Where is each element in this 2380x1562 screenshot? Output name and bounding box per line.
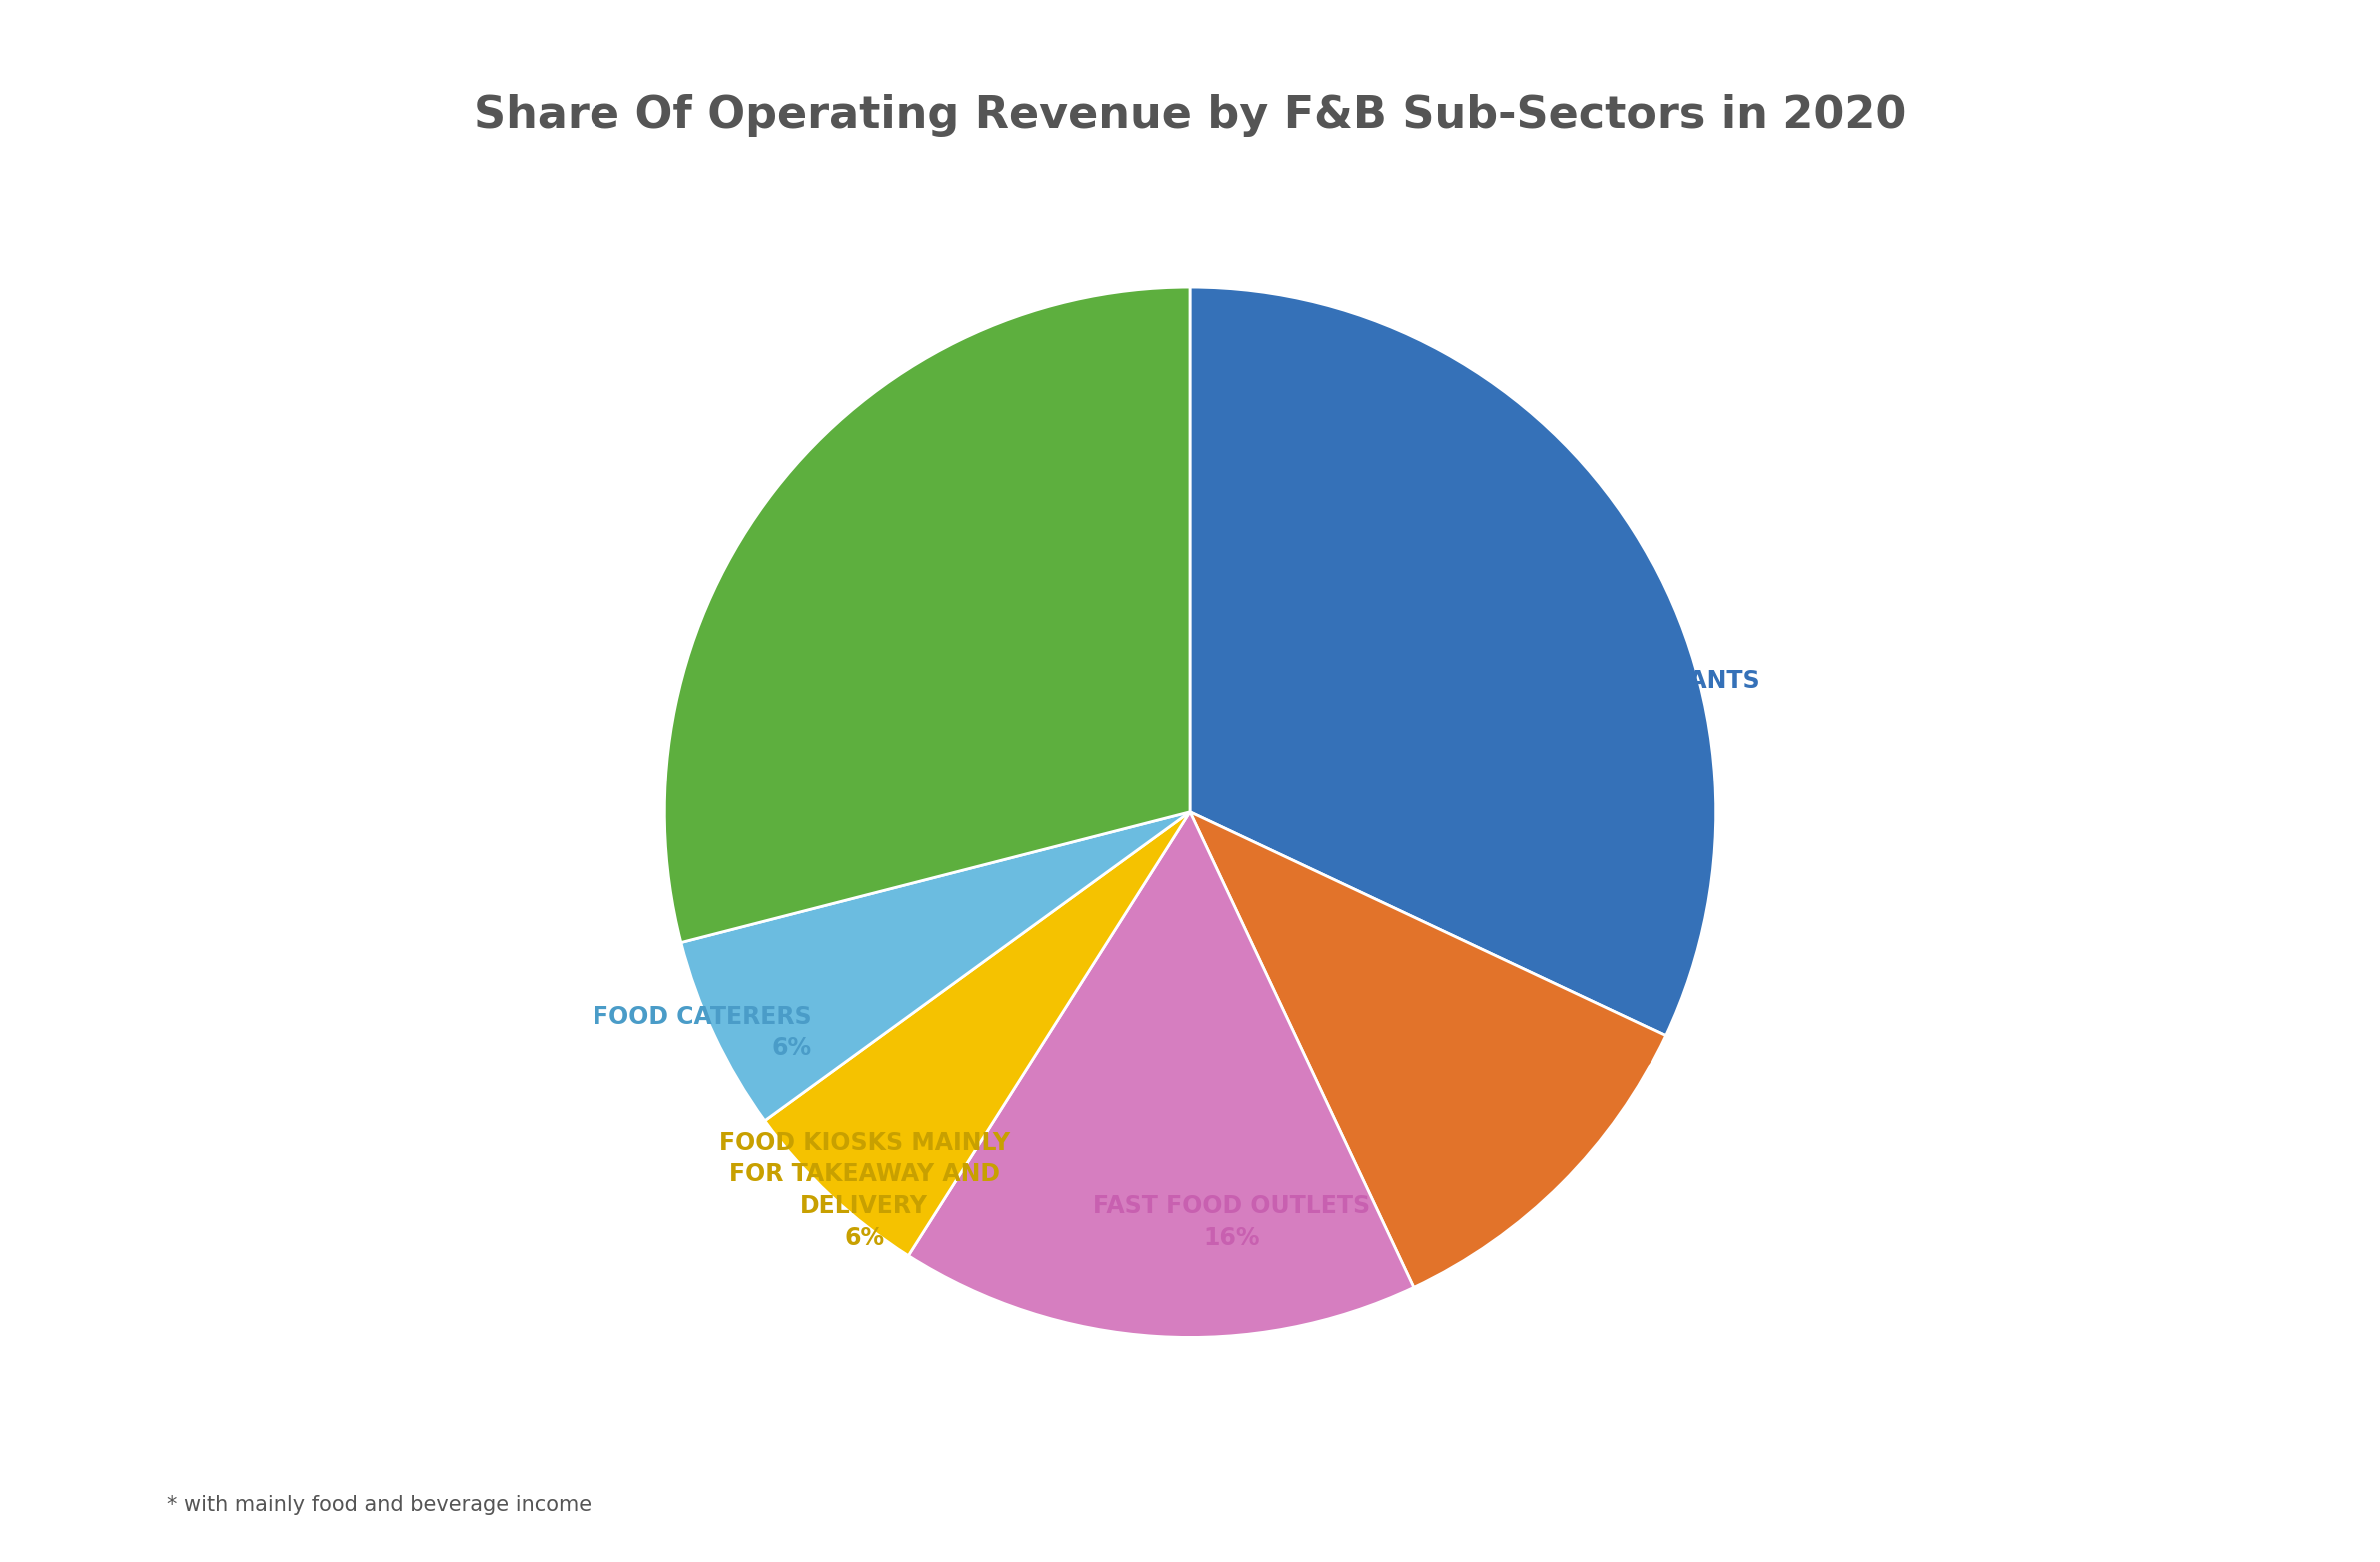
Text: Share Of Operating Revenue by F&B Sub-Sectors in 2020: Share Of Operating Revenue by F&B Sub-Se… [474,94,1906,137]
Wedge shape [1190,287,1716,1036]
Wedge shape [764,812,1190,1256]
Text: (FOOD COURTS,
COFFEE SHOPS,
CANTEENS)* AND
PUBS
29%: (FOOD COURTS, COFFEE SHOPS, CANTEENS)* A… [750,580,978,729]
Wedge shape [681,812,1190,1122]
Text: FAST FOOD OUTLETS
16%: FAST FOOD OUTLETS 16% [1092,1195,1371,1250]
Text: * with mainly food and beverage income: * with mainly food and beverage income [167,1495,590,1515]
Text: FOOD CATERERS
6%: FOOD CATERERS 6% [593,1004,812,1061]
Wedge shape [664,287,1190,943]
Text: CAFES
11%: CAFES 11% [1568,1047,1654,1103]
Text: FOOD KIOSKS MAINLY
FOR TAKEAWAY AND
DELIVERY
6%: FOOD KIOSKS MAINLY FOR TAKEAWAY AND DELI… [719,1131,1009,1250]
Wedge shape [909,812,1414,1337]
Wedge shape [1190,812,1666,1287]
Text: RESTAURANTS
32%: RESTAURANTS 32% [1568,669,1759,725]
